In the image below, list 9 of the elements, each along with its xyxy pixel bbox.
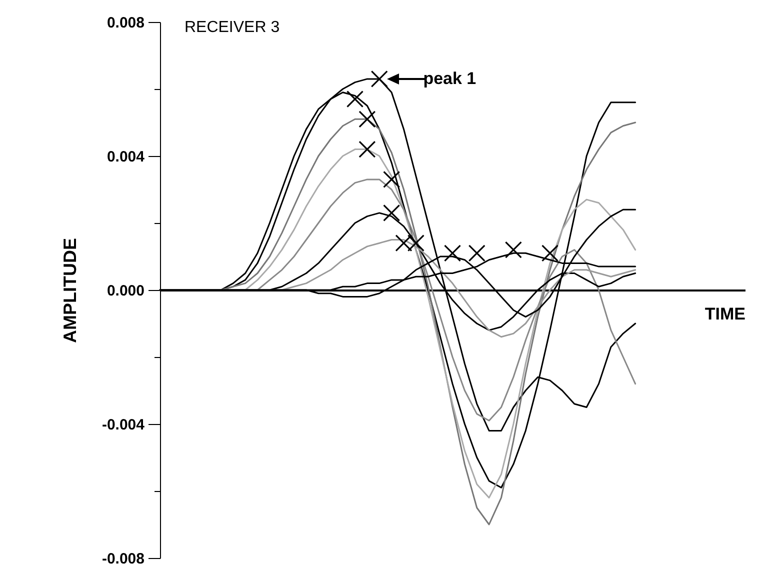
- y-tick-label: 0.000: [106, 282, 144, 300]
- y-tick-label: 0.008: [106, 14, 144, 32]
- y-tick-label: -0.004: [102, 416, 146, 434]
- chart-title: RECEIVER 3: [184, 19, 280, 36]
- y-tick-label: 0.004: [106, 148, 146, 166]
- y-axis-title: AMPLITUDE: [60, 238, 80, 343]
- y-tick-label: -0.008: [102, 550, 144, 567]
- x-axis-title: TIME: [704, 304, 746, 324]
- annotation: peak 1: [423, 68, 476, 88]
